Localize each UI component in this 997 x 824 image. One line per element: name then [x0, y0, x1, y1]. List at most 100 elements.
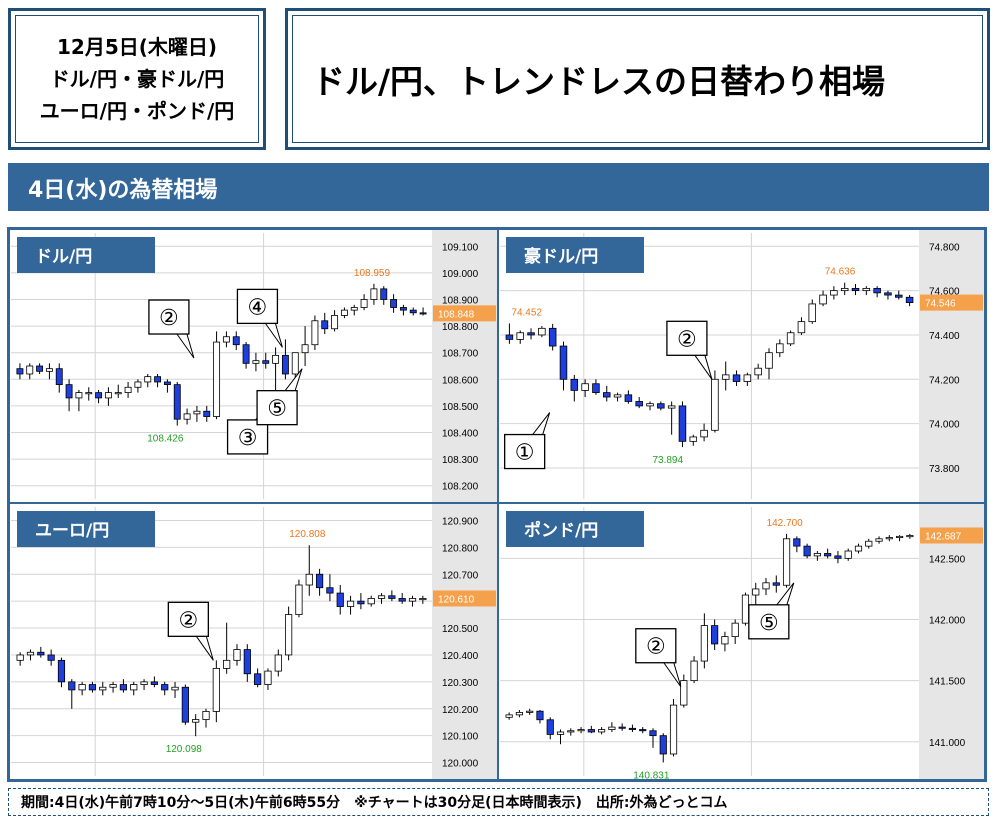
candle-body: [700, 625, 708, 662]
candle-body: [336, 592, 344, 607]
candle-body: [99, 686, 107, 691]
y-tick-label: 141.000: [929, 738, 966, 749]
candle-body: [793, 538, 801, 547]
price-axis: [919, 230, 984, 502]
callout-box: [167, 601, 209, 637]
high-label: 120.808: [289, 529, 326, 540]
candle-body: [782, 538, 791, 586]
candle-body: [272, 354, 280, 364]
candle-body: [844, 550, 852, 559]
candle-body: [700, 429, 708, 438]
candle-body: [854, 545, 863, 552]
callout-label: ④: [248, 295, 268, 320]
candle-body: [824, 553, 832, 557]
callout-box: [226, 419, 269, 455]
candle-body: [36, 365, 44, 372]
candle-body: [667, 405, 676, 409]
callout-pointer: [532, 412, 551, 435]
candle-body: [45, 368, 53, 372]
callout-label: ①: [515, 441, 535, 466]
candle-body: [598, 729, 606, 733]
candle-body: [281, 354, 289, 375]
candle-body: [505, 334, 514, 340]
candle-body: [85, 392, 93, 395]
y-tick-label: 74.800: [929, 242, 960, 253]
date-line: 12月5日(木曜日): [56, 35, 218, 59]
candle-body: [875, 538, 883, 542]
candle-body: [896, 535, 904, 538]
candle-body: [721, 636, 729, 645]
chart-panel-4: 141.000 141.500 142.000 142.500 ポンド/円 142.700…: [497, 502, 985, 780]
y-tick-label: 108.500: [442, 402, 479, 413]
candle-body: [388, 595, 396, 599]
open-high-label: 74.452: [511, 307, 542, 318]
candle-body: [295, 584, 303, 616]
chart-title-tab: [17, 237, 155, 273]
candle-body: [536, 710, 544, 721]
candle-body: [669, 704, 678, 755]
candle-body: [212, 667, 220, 712]
section-title-bar: 4日(水)の為替相場: [8, 163, 989, 211]
last-price-label: 108.848: [438, 309, 475, 320]
last-price-tag: [433, 305, 496, 322]
candle-body: [134, 381, 142, 388]
candle-body: [88, 684, 97, 691]
candle-body: [264, 670, 272, 685]
candle-body: [213, 341, 221, 417]
y-tick-label: 120.700: [442, 570, 479, 581]
chart-title-tab: [17, 511, 155, 547]
candle-body: [830, 290, 838, 296]
candle-body: [538, 327, 546, 336]
candle-body: [163, 381, 171, 386]
candle-body: [515, 712, 523, 716]
callout-label: ⑤: [759, 611, 779, 636]
candle-body: [556, 731, 565, 735]
candle-body: [367, 598, 375, 605]
candle-body: [222, 336, 230, 343]
candle-body: [776, 343, 784, 354]
candle-body: [26, 365, 34, 375]
candle-body: [233, 649, 241, 661]
candle-body: [721, 374, 730, 380]
candle-body: [649, 730, 657, 737]
candle-body: [884, 292, 892, 296]
candle-body: [862, 288, 871, 292]
candle-body: [399, 307, 407, 311]
callout-pointer: [776, 582, 795, 606]
candle-body: [285, 614, 293, 656]
candle-body: [140, 681, 148, 685]
candle-body: [183, 413, 191, 420]
candle-body: [548, 327, 557, 347]
candle-body: [873, 288, 881, 294]
candle-body: [527, 332, 535, 336]
candle-body: [834, 555, 842, 559]
candle-body: [173, 384, 181, 420]
candle-body: [408, 598, 417, 602]
candle-body: [419, 598, 427, 601]
candle-body: [350, 307, 358, 311]
y-tick-label: 109.000: [442, 269, 479, 280]
candle-body: [613, 394, 622, 398]
candle-body: [321, 320, 329, 330]
y-tick-label: 108.300: [442, 455, 479, 466]
candle-body: [291, 352, 299, 375]
candle-body: [602, 392, 611, 398]
charts-grid: 108.200 108.300 108.400 108.500 108.600 108.7…: [7, 227, 987, 782]
pairs-line-1: ドル/円・豪ドル/円: [49, 67, 225, 91]
candle-body: [26, 651, 35, 656]
candle-body: [851, 288, 860, 292]
candle-body: [232, 336, 240, 346]
section-title: 4日(水)の為替相場: [28, 178, 218, 203]
candle-body: [797, 321, 806, 334]
price-axis: [432, 504, 497, 779]
candle-body: [398, 598, 406, 602]
candle-body: [732, 374, 741, 382]
candle-body: [690, 660, 698, 682]
candle-body: [202, 711, 210, 720]
callout-pointer: [195, 636, 214, 661]
candle-body: [526, 710, 534, 713]
last-price-tag: [920, 527, 983, 544]
last-price-label: 120.610: [438, 594, 475, 605]
chart-panel-3: 120.000 120.100 120.200 120.300 120.400 120.5…: [9, 502, 499, 780]
callout-box: [748, 604, 790, 640]
